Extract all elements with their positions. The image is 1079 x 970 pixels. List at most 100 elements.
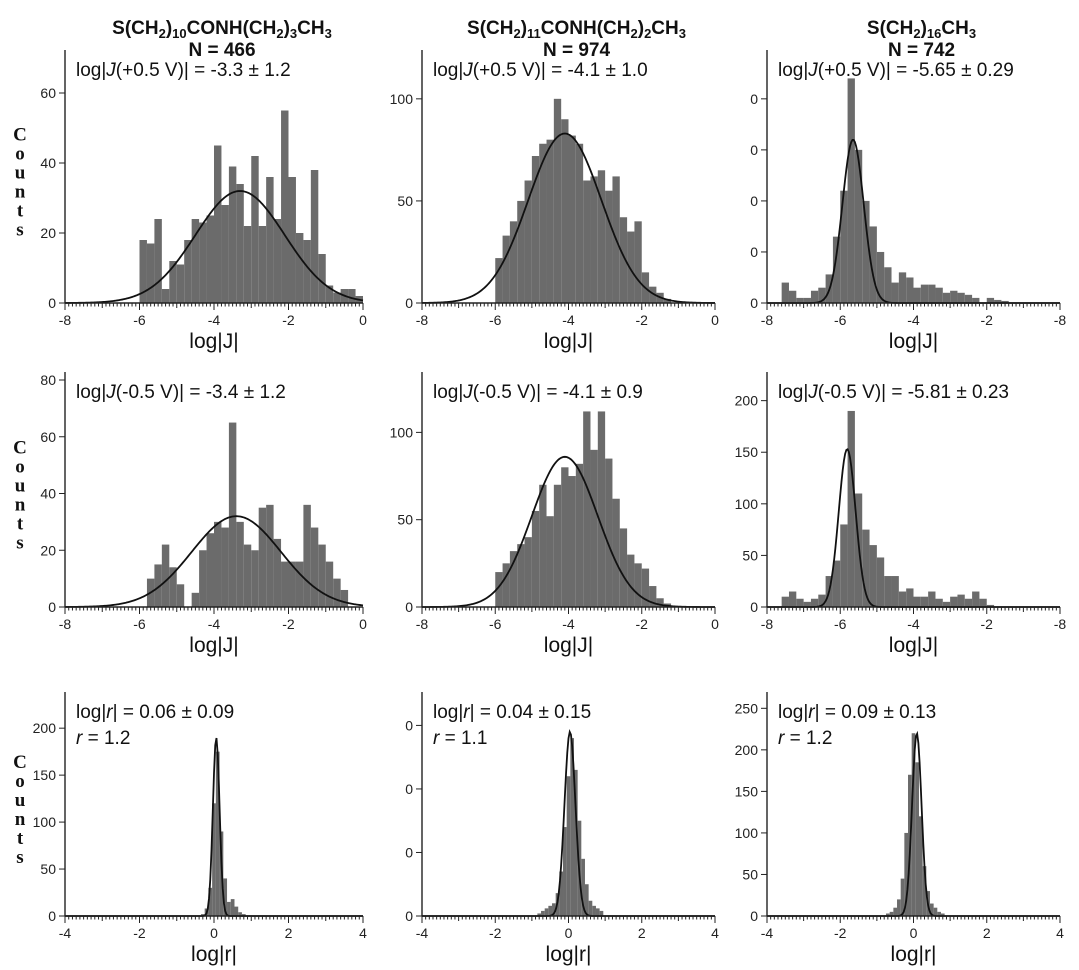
stats-annotation-part: log| (433, 60, 463, 81)
histogram-bar (548, 905, 553, 916)
histogram-bar (869, 545, 877, 607)
histogram-bar (928, 591, 936, 607)
histogram-bar (318, 254, 326, 303)
histogram-bar (325, 561, 334, 607)
y-axis-label-letter: t (17, 828, 24, 849)
y-tick-label: 100 (735, 496, 759, 512)
x-axis-title: log|r| (191, 943, 237, 966)
x-tick-label: -6 (133, 616, 146, 632)
y-axis-label-letter: C (13, 752, 27, 773)
histogram-bar (539, 143, 547, 303)
stats-annotation-part: log| (778, 60, 808, 81)
column-title-part: 2 (913, 26, 920, 41)
histogram-bar (929, 903, 934, 916)
y-tick-label: 60 (40, 85, 56, 101)
stats-annotation-part: | = 0.09 ± 0.13 (815, 702, 937, 723)
histogram-bar (139, 240, 147, 303)
histogram-bar (918, 816, 923, 916)
histogram-bar (169, 261, 177, 303)
y-tick-label: 20 (40, 225, 56, 241)
x-tick-label: 0 (359, 616, 367, 632)
column-title-part: ) (166, 18, 172, 39)
y-tick-label: 0 (48, 295, 56, 311)
histogram-bar (950, 596, 958, 607)
histogram-bar (295, 233, 304, 303)
stats-annotation-part: J (105, 60, 116, 81)
histogram-bar (781, 596, 789, 607)
histogram-bar (215, 751, 220, 916)
histogram-bar (957, 292, 965, 303)
column-title-part: ) (921, 18, 927, 39)
histogram-bar (176, 264, 185, 303)
y-axis-label-letter: C (13, 125, 27, 146)
histogram-bar (595, 908, 600, 916)
histogram-bar (206, 533, 214, 607)
histogram-bar (612, 498, 620, 607)
histogram-bar (199, 550, 207, 607)
histogram-bar (228, 166, 237, 303)
x-tick-label: -6 (133, 312, 146, 328)
x-tick-label: -6 (489, 312, 502, 328)
histogram-bar (303, 504, 311, 607)
histogram-bar (876, 251, 885, 303)
gaussian-fit-curve (64, 515, 364, 608)
stats-annotation-part: (-0.5 V)| = -5.81 ± 0.23 (818, 382, 1009, 403)
histogram-bar (541, 910, 545, 916)
histogram-bar (212, 803, 216, 916)
histogram-bar (531, 156, 540, 303)
histogram-bar (942, 601, 951, 607)
y-axis-label-letter: o (15, 771, 25, 792)
histogram-bar (318, 544, 326, 607)
histogram-panel: -8 -6 -4 -2 0 0 20 40 60 80 log|J| log|J(-0.5 V)| =… (40, 372, 367, 657)
histogram-bar (599, 910, 604, 916)
histogram-bar (810, 290, 819, 303)
histogram-bar (847, 410, 855, 607)
histogram-bar (847, 78, 855, 304)
y-axis-label-letter: s (16, 847, 23, 868)
y-tick-label: 40 (40, 155, 56, 171)
histogram-bar (230, 899, 235, 916)
column-title-part: 2 (644, 26, 651, 41)
column-title-part: 11 (527, 26, 541, 41)
histogram-bar (537, 913, 542, 916)
histogram-bar (619, 528, 628, 607)
x-tick-label: 4 (711, 925, 719, 941)
x-tick-label: -8 (1054, 312, 1067, 328)
histogram-bar (333, 578, 341, 607)
histogram-bar (559, 871, 564, 916)
histogram-bar (920, 596, 929, 607)
x-axis-title: log|J| (189, 634, 238, 657)
histogram-bar (898, 272, 907, 303)
histogram-bar (221, 205, 229, 303)
column-title-part: ) (638, 18, 644, 39)
stats-annotation-part: | = 0.04 ± 0.15 (470, 702, 592, 723)
column-title-part: CH (651, 18, 678, 39)
histogram-bar (561, 119, 569, 303)
histogram-bar (781, 282, 789, 303)
histogram-bar (972, 297, 980, 303)
histogram-bar (928, 284, 936, 303)
histogram-panel: -8 -6 -4 -2 0 0 50 100 log|J| log|J(+0.5 V)| = -4… (390, 50, 719, 353)
histogram-bar (832, 236, 841, 303)
stats-annotation: log|J(+0.5 V)| = -5.65 ± 0.29 (778, 60, 1014, 81)
x-tick-label: -2 (834, 925, 847, 941)
histogram-bar (581, 858, 585, 916)
gaussian-fit-curve (422, 455, 716, 608)
histogram-bar (570, 738, 574, 916)
histogram-bar (206, 215, 214, 303)
histogram-bar (325, 285, 334, 303)
histogram-bar (234, 906, 239, 916)
x-tick-label: 0 (910, 925, 918, 941)
y-tick-label: 100 (390, 91, 414, 107)
column-title-part: S(CH (467, 18, 513, 39)
histogram-bar (146, 243, 155, 303)
histogram-bar (161, 544, 170, 607)
x-tick-label: 0 (359, 312, 367, 328)
x-tick-label: 0 (565, 925, 573, 941)
y-tick-label: 0 (405, 599, 413, 615)
y-tick-label: 0 (48, 908, 56, 924)
histogram-bar (303, 240, 311, 303)
column-title-part: ) (521, 18, 527, 39)
histogram-bar (575, 463, 584, 607)
